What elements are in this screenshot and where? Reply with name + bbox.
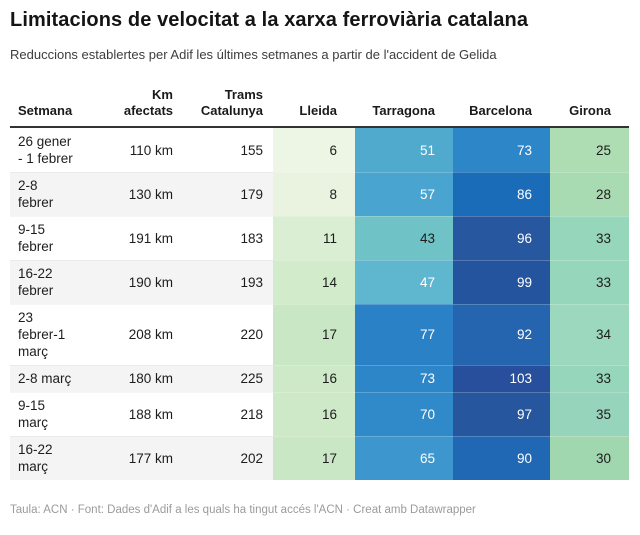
column-header-tarragona: Tarragona <box>355 87 453 128</box>
trams-catalunya-cell: 183 <box>185 216 273 260</box>
trams-catalunya-cell: 218 <box>185 392 273 436</box>
week-cell: 9-15 febrer <box>10 216 105 260</box>
heat-cell-lleida: 8 <box>273 172 355 216</box>
km-affected-cell: 190 km <box>105 260 185 304</box>
week-cell: 16-22 març <box>10 436 105 480</box>
week-cell: 16-22 febrer <box>10 260 105 304</box>
week-cell: 2-8 març <box>10 365 105 392</box>
table-row: 23 febrer-1 març 208 km 220 17 77 92 34 <box>10 304 629 365</box>
heat-cell-lleida: 17 <box>273 304 355 365</box>
trams-catalunya-cell: 179 <box>185 172 273 216</box>
heat-cell-tarragona: 73 <box>355 365 453 392</box>
heat-cell-girona: 33 <box>550 365 629 392</box>
trams-catalunya-cell: 225 <box>185 365 273 392</box>
heat-cell-girona: 34 <box>550 304 629 365</box>
column-header-girona: Girona <box>550 87 629 128</box>
heat-cell-barcelona: 86 <box>453 172 550 216</box>
week-cell: 9-15 març <box>10 392 105 436</box>
km-affected-cell: 110 km <box>129 142 173 158</box>
heat-cell-barcelona: 96 <box>453 216 550 260</box>
table-row: 9-15 febrer 191 km 183 11 43 96 33 <box>10 216 629 260</box>
table-row: 16-22 febrer 190 km 193 14 47 99 33 <box>10 260 629 304</box>
heat-cell-lleida: 6 <box>273 127 355 172</box>
table-row: 2-8 març 180 km 225 16 73 103 33 <box>10 365 629 392</box>
heat-cell-girona: 28 <box>550 172 629 216</box>
heat-cell-tarragona: 65 <box>355 436 453 480</box>
attribution-footer: Taula: ACN · Font: Dades d'Adif a les qu… <box>10 504 476 516</box>
table-row: 9-15 març 188 km 218 16 70 97 35 <box>10 392 629 436</box>
table-body: 26 gener - 1 febrer 110 km 155 6 51 73 25 2-8 f… <box>10 127 629 480</box>
heat-cell-lleida: 16 <box>273 392 355 436</box>
week-cell: 26 gener - 1 febrer <box>18 134 73 166</box>
heat-cell-tarragona: 70 <box>355 392 453 436</box>
km-affected-cell: 208 km <box>105 304 185 365</box>
column-header-lleida: Lleida <box>273 87 355 128</box>
heat-cell-barcelona: 92 <box>453 304 550 365</box>
heat-cell-tarragona: 77 <box>355 304 453 365</box>
heat-cell-girona: 33 <box>550 216 629 260</box>
column-header-barcelona: Barcelona <box>453 87 550 128</box>
page-subtitle: Reduccions establertes per Adif les últi… <box>10 47 497 62</box>
trams-catalunya-cell: 193 <box>185 260 273 304</box>
heat-cell-girona: 35 <box>550 392 629 436</box>
heat-cell-girona: 30 <box>550 436 629 480</box>
heat-cell-barcelona: 99 <box>453 260 550 304</box>
heat-cell-lleida: 16 <box>273 365 355 392</box>
heat-cell-girona: 25 <box>550 127 629 172</box>
heat-cell-barcelona: 97 <box>453 392 550 436</box>
km-affected-cell: 191 km <box>105 216 185 260</box>
km-affected-cell: 188 km <box>105 392 185 436</box>
table-row: 2-8 febrer 130 km 179 8 57 86 28 <box>10 172 629 216</box>
heat-cell-barcelona: 90 <box>453 436 550 480</box>
data-table: Setmana Km afectats Trams Catalunya Lleida T… <box>10 87 629 480</box>
header-row: Setmana Km afectats Trams Catalunya Lleida T… <box>10 87 629 128</box>
week-cell: 23 febrer-1 març <box>10 304 105 365</box>
week-cell: 2-8 febrer <box>10 172 105 216</box>
heat-cell-girona: 33 <box>550 260 629 304</box>
column-header-trams: Trams Catalunya <box>185 87 273 128</box>
trams-catalunya-cell: 155 <box>240 142 263 158</box>
trams-catalunya-cell: 220 <box>185 304 273 365</box>
column-header-km: Km afectats <box>105 87 185 128</box>
heat-cell-tarragona: 43 <box>355 216 453 260</box>
heat-cell-barcelona: 103 <box>453 365 550 392</box>
km-affected-cell: 180 km <box>105 365 185 392</box>
heat-cell-tarragona: 51 <box>355 127 453 172</box>
column-header-setmana: Setmana <box>10 87 105 128</box>
heat-cell-lleida: 17 <box>273 436 355 480</box>
heat-cell-lleida: 11 <box>273 216 355 260</box>
km-affected-cell: 130 km <box>105 172 185 216</box>
datawrapper-table-card: Limitacions de velocitat a la xarxa ferr… <box>10 9 629 516</box>
km-affected-cell: 177 km <box>105 436 185 480</box>
table-header: Setmana Km afectats Trams Catalunya Lleida T… <box>10 87 629 128</box>
table-row: 16-22 març 177 km 202 17 65 90 30 <box>10 436 629 480</box>
trams-catalunya-cell: 202 <box>185 436 273 480</box>
page-title: Limitacions de velocitat a la xarxa ferr… <box>10 9 529 31</box>
heat-cell-tarragona: 47 <box>355 260 453 304</box>
heat-cell-tarragona: 57 <box>355 172 453 216</box>
heat-cell-barcelona: 73 <box>453 127 550 172</box>
table-row: 26 gener - 1 febrer 110 km 155 6 51 73 25 <box>10 127 629 172</box>
heat-cell-lleida: 14 <box>273 260 355 304</box>
